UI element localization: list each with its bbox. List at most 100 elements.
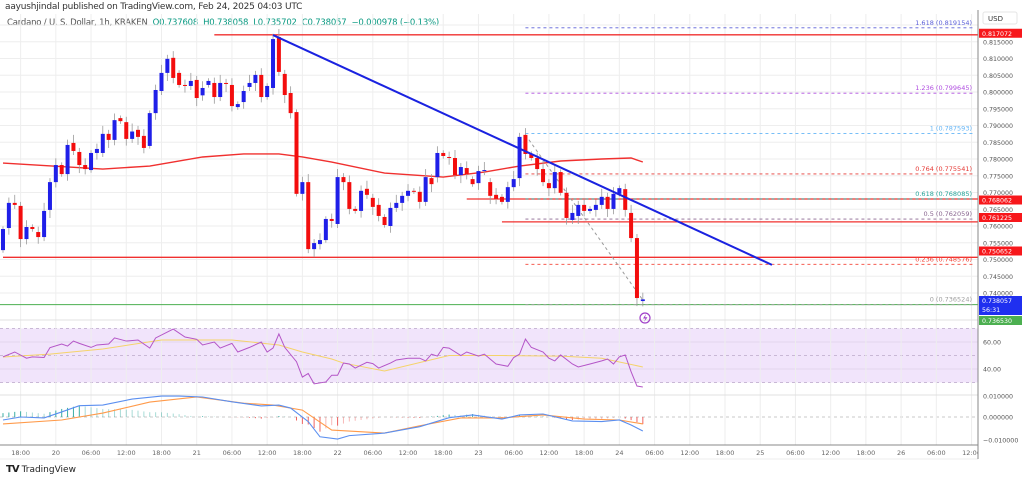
candle-body [288, 93, 293, 114]
candle-body [470, 179, 475, 185]
candle-body [1, 229, 5, 251]
time-axis-label: 06:00 [223, 449, 242, 457]
candle-body [177, 72, 182, 85]
candle-body [347, 182, 352, 209]
candle-body [89, 152, 94, 171]
price-badge-value: 0.761225 [982, 215, 1012, 222]
high-value: H0.738058 [203, 18, 249, 28]
currency-button[interactable] [982, 11, 1018, 25]
candle-body [65, 144, 70, 175]
price-badge [979, 296, 1022, 315]
time-axis-label: 20 [52, 449, 60, 457]
time-axis-label: 26 [897, 449, 905, 457]
candle-body [165, 58, 170, 73]
candle-body [447, 156, 452, 158]
price-axis-label: 0.795000 [983, 106, 1013, 113]
candle-body [317, 240, 322, 245]
candle-body [153, 89, 158, 114]
candle-body [576, 204, 581, 216]
rsi-ma-line [2, 339, 643, 372]
candle-body [141, 135, 146, 148]
open-value: O0.737608 [152, 18, 199, 28]
rsi-line [2, 328, 643, 388]
candle-body [552, 172, 557, 189]
candle-body [36, 232, 41, 238]
candle-body [300, 182, 305, 194]
candle-body [370, 197, 375, 207]
price-badge [979, 213, 1022, 222]
price-badge-value: 0.750652 [982, 249, 1012, 256]
candle-body [47, 182, 52, 210]
fib-level-label: 0.236 (0.748576) [915, 255, 972, 263]
tradingview-logo-icon: TV [6, 464, 20, 475]
time-axis-label: 12:00 [962, 449, 981, 457]
candle-body [53, 165, 58, 183]
candle-body [599, 196, 604, 205]
low-value: L0.735702 [253, 18, 297, 28]
candle-body [312, 243, 317, 250]
price-axis-label: 0.810000 [983, 56, 1013, 63]
candle-body [640, 299, 645, 302]
candle-body [130, 131, 135, 139]
candle-body [617, 188, 622, 194]
fib-diagonal-line [525, 134, 644, 301]
time-axis-label: 06:00 [363, 449, 382, 457]
candle-body [12, 202, 17, 205]
macd-axis-label: 0.010000 [983, 394, 1013, 401]
macd-axis-label: −0.010000 [983, 438, 1018, 445]
time-axis-label: 25 [756, 449, 764, 457]
price-badge [979, 195, 1022, 205]
candle-body [570, 212, 575, 220]
candle-body [511, 179, 516, 188]
candle-body [188, 80, 193, 86]
candle-body [147, 113, 152, 146]
time-axis-label: 06:00 [927, 449, 946, 457]
candle-body [623, 189, 628, 210]
price-axis-background [978, 0, 1023, 478]
fib-level-label: 0.5 (0.762059) [924, 210, 973, 218]
candle-body [364, 188, 369, 195]
time-axis-label: 22 [333, 449, 341, 457]
candle-body [517, 136, 522, 179]
candle-body [529, 153, 534, 158]
candle-body [505, 187, 510, 202]
candle-body [523, 134, 528, 154]
macd-line [2, 395, 644, 440]
candle-body [329, 218, 334, 221]
candle-body [406, 190, 411, 196]
candle-body [24, 227, 29, 240]
candle-body [546, 183, 551, 189]
price-badge [979, 246, 1022, 256]
candle-body [558, 172, 563, 193]
candle-body [435, 152, 440, 178]
price-axis-label: 0.740000 [983, 291, 1013, 298]
lightning-icon [639, 312, 651, 324]
time-axis-label: 06:00 [82, 449, 101, 457]
candle-body [376, 204, 381, 216]
tradingview-logo-text: TradingView [21, 464, 76, 475]
time-axis-label: 06:00 [504, 449, 523, 457]
price-axis-label: 0.775000 [983, 173, 1013, 180]
time-axis-label: 12:00 [399, 449, 418, 457]
candle-body [182, 84, 187, 86]
currency-label: USD [988, 15, 1003, 23]
candle-body [253, 74, 258, 83]
candle-body [124, 122, 129, 139]
candle-body [159, 72, 164, 91]
macd-axis-label: 0.000000 [983, 415, 1013, 422]
fib-level-label: 0.764 (0.775541) [915, 165, 972, 173]
candle-body [394, 202, 399, 208]
candle-body [94, 148, 99, 153]
moving-average-line [2, 153, 644, 178]
candle-body [564, 192, 569, 218]
price-axis-label: 0.755000 [983, 240, 1013, 247]
candle-body [59, 165, 64, 175]
time-axis-label: 12:00 [821, 449, 840, 457]
candle-body [488, 182, 493, 196]
candle-body [588, 208, 592, 211]
price-axis-label: 0.765000 [983, 207, 1013, 214]
time-axis-label: 18:00 [434, 449, 453, 457]
candle-body [476, 171, 481, 184]
price-axis-label: 0.760000 [983, 224, 1013, 231]
